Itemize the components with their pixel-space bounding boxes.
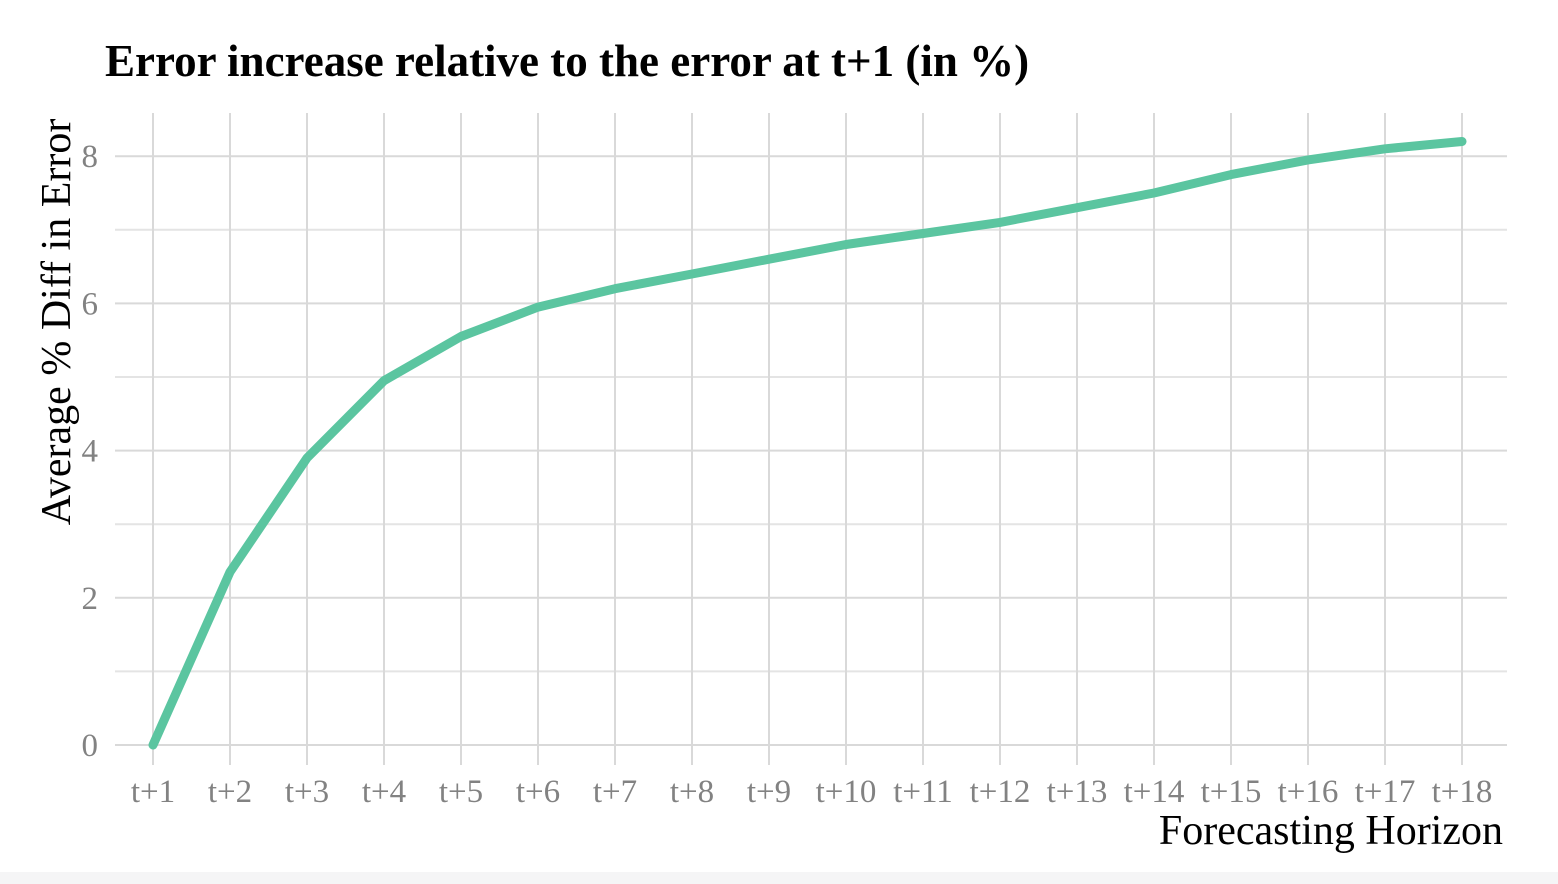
x-tick-label: t+17 — [1355, 774, 1416, 810]
x-axis-tick-labels: t+1 t+2 t+3 t+4 t+5 t+6 t+7 t+8 t+9 t+10 t+11 t+12 t… — [131, 774, 1493, 810]
y-tick-label: 2 — [82, 581, 99, 617]
minor-gridlines — [115, 228, 1507, 673]
major-gridlines — [115, 113, 1507, 765]
x-axis-title: Forecasting Horizon — [1159, 808, 1503, 854]
x-tick-label: t+2 — [208, 774, 252, 810]
x-tick-label: t+18 — [1432, 774, 1493, 810]
x-tick-label: t+12 — [970, 774, 1031, 810]
y-tick-label: 8 — [82, 139, 99, 175]
y-axis-title: Average % Diff in Error — [34, 119, 80, 526]
x-tick-label: t+13 — [1047, 774, 1108, 810]
x-tick-label: t+3 — [285, 774, 329, 810]
chart-title: Error increase relative to the error at … — [105, 36, 1029, 86]
x-tick-label: t+9 — [747, 774, 791, 810]
x-tick-label: t+10 — [816, 774, 877, 810]
bottom-bar — [0, 872, 1558, 884]
x-tick-label: t+8 — [670, 774, 714, 810]
y-axis-tick-labels: 0 2 4 6 8 — [82, 139, 99, 764]
x-tick-label: t+15 — [1201, 774, 1262, 810]
x-tick-label: t+7 — [593, 774, 637, 810]
x-tick-label: t+4 — [362, 774, 406, 810]
y-tick-label: 0 — [82, 728, 99, 764]
x-tick-label: t+6 — [516, 774, 560, 810]
y-tick-label: 4 — [82, 434, 99, 470]
y-tick-label: 6 — [82, 286, 99, 322]
x-tick-label: t+16 — [1278, 774, 1339, 810]
x-tick-label: t+5 — [439, 774, 483, 810]
x-tick-label: t+14 — [1124, 774, 1185, 810]
series-line — [148, 137, 1467, 750]
x-tick-label: t+11 — [893, 774, 953, 810]
x-tick-label: t+1 — [131, 774, 175, 810]
